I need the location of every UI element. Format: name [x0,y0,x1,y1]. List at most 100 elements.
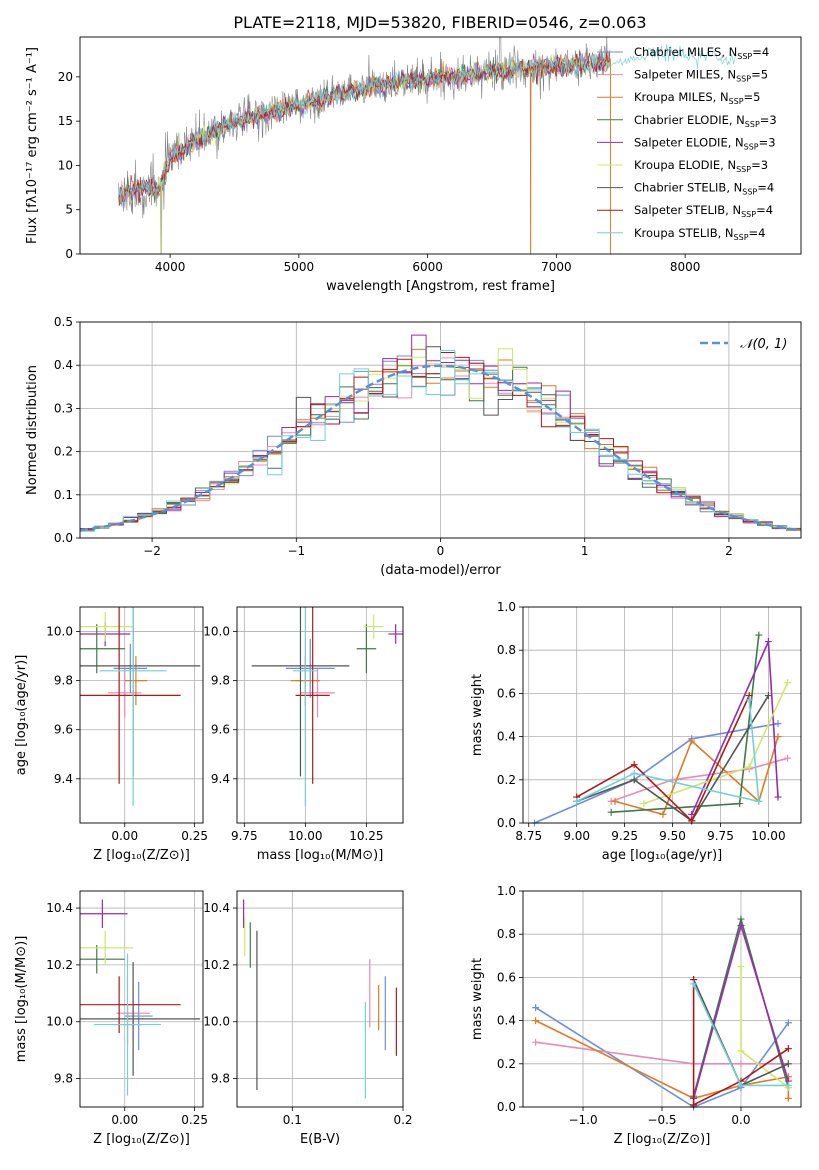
weight-series-line [692,979,789,1107]
legend-entry: 𝒩(0, 1) [740,337,787,352]
y-tick-label: 9.4 [54,772,73,786]
y-tick-label: 0.8 [497,643,516,657]
x-tick-label: 5000 [284,260,315,274]
weight-point-marker [573,797,581,805]
x-tick-label: 0.00 [111,829,138,843]
weight-point-marker [737,922,745,930]
weight-point-marker [630,761,638,769]
x-tick-label: 0.00 [111,1113,138,1127]
y-tick-label: 15 [58,114,73,128]
x-tick-label: 1 [581,544,589,558]
legend-entry: Salpeter MILES, NSSP=5 [634,68,768,84]
mass-vs-metallicity-panel: 0.00 0.25 9.8 10.0 10.2 10.4 Z [log₁₀(Z/Z⊙)] ma… [14,890,208,1147]
x-tick-label: 9.25 [611,829,638,843]
y-tick-label: 5 [65,203,73,217]
histogram-series [80,350,801,532]
y-tick-label: 10.4 [203,901,230,915]
y-tick-label: 9.8 [211,1072,230,1086]
weight-point-marker [630,776,638,784]
figure-title: PLATE=2118, MJD=53820, FIBERID=0546, z=0… [233,13,646,32]
y-tick-label: 9.4 [211,772,230,786]
y-tick-label: 1.0 [497,884,516,898]
weight-point-marker [784,679,792,687]
y-tick-label: 0.3 [54,401,73,415]
x-tick-label: −1 [287,544,305,558]
weight-point-marker [764,638,772,646]
weight-series-group [532,915,792,1111]
legend-entry: Kroupa MILES, NSSP=5 [634,90,760,106]
y-tick-label: 0.2 [54,445,73,459]
y-tick-label: 0.4 [54,358,73,372]
x-tick-label: 2 [725,544,733,558]
weight-point-marker [784,1019,792,1027]
weight-point-marker [774,733,782,741]
weight-point-marker [764,692,772,700]
weight-point-marker [607,808,615,816]
y-axis-label: mass weight [470,674,485,756]
weight-point-marker [784,1045,792,1053]
y-axis-label: Normed distribution [25,365,40,495]
normal-reference-curve [80,364,801,532]
y-tick-label: 9.6 [54,723,73,737]
weight-point-marker [737,1081,745,1089]
y-tick-label: 10.2 [46,958,73,972]
x-tick-label: 10.00 [288,829,322,843]
errorbar-group [80,607,201,806]
y-tick-label: 20 [58,70,73,84]
histogram-group [80,334,801,532]
y-axis-label: age [log₁₀(age/yr)] [14,655,29,776]
weight-point-marker [737,1047,745,1055]
weight-point-marker [532,1004,540,1012]
weight-point-marker [774,793,782,801]
x-tick-label: 0.1 [283,1113,302,1127]
weight-point-marker [736,800,744,808]
y-tick-label: 0.6 [497,970,516,984]
x-tick-label: 10.25 [349,829,383,843]
weight-point-marker [630,769,638,777]
errorbar-group [80,899,201,1096]
weight-point-marker [784,754,792,762]
weight-point-marker [745,763,753,771]
weight-point-marker [755,631,763,639]
legend-entry: Chabrier MILES, NSSP=4 [634,45,769,61]
weight-point-marker [532,1038,540,1046]
weight-series-line [576,695,770,822]
mass-vs-ebv-panel: 0.1 0.2 9.8 10.0 10.2 10.4 E(B-V) [203,890,413,1147]
y-tick-label: 1.0 [497,600,516,614]
y-tick-label: 0.0 [497,1100,516,1114]
x-axis-label: Z [log₁₀(Z/Z⊙)] [93,1132,190,1147]
y-tick-label: 0.1 [54,488,73,502]
y-tick-label: 0.8 [497,927,516,941]
weight-point-marker [690,980,698,988]
y-tick-label: 9.8 [54,1072,73,1086]
x-tick-label: 4000 [155,260,186,274]
x-axis-label: E(B-V) [300,1132,340,1147]
weight-point-marker [688,737,696,745]
weight-point-marker [640,800,648,808]
weight-point-marker [755,797,763,805]
x-tick-label: −0.5 [647,1113,676,1127]
weight-series-group [531,631,792,827]
axes-frame [522,606,802,824]
weight-point-marker [784,1094,792,1102]
axes-frame [79,36,802,255]
y-tick-label: 0.5 [54,315,73,329]
axes-frame [79,606,204,824]
x-tick-label: 6000 [412,260,443,274]
weight-point-marker [659,810,667,818]
x-tick-label: 0.25 [181,829,208,843]
weight-point-marker [745,696,753,704]
x-tick-label: 0.0 [731,1113,750,1127]
x-tick-label: 0 [437,544,445,558]
x-tick-label: 8.75 [515,829,542,843]
axes-frame [79,890,204,1108]
x-axis-label: mass [log₁₀(M/M⊙)] [257,848,384,863]
age-vs-metallicity-panel: 0.00 0.25 9.4 9.6 9.8 10.0 Z [log₁₀(Z/Z⊙)] age … [14,606,208,863]
legend-entry: Salpeter ELODIE, NSSP=3 [634,135,776,151]
x-tick-label: 10.00 [751,829,785,843]
x-tick-label: 9.75 [231,829,258,843]
y-tick-label: 9.8 [54,674,73,688]
y-tick-label: 0.4 [497,1014,516,1028]
